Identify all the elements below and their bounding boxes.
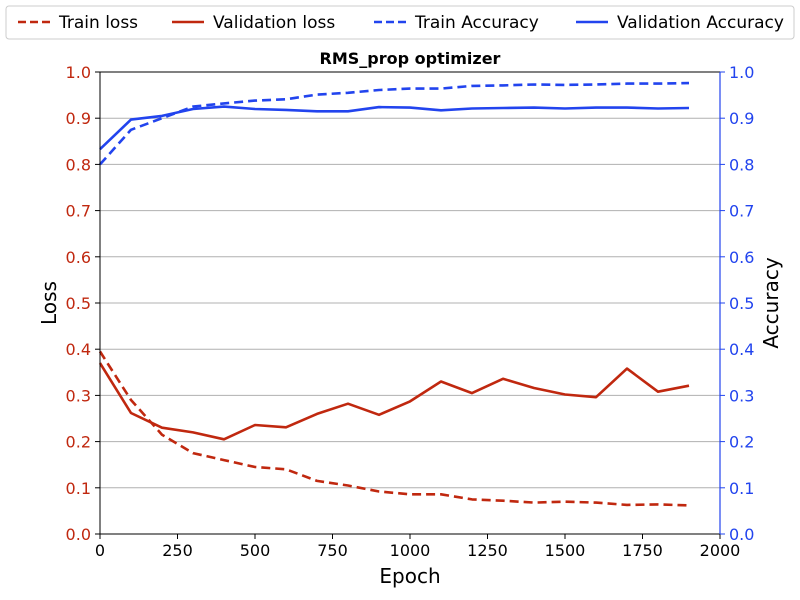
right-tick-label: 0.0	[729, 525, 754, 544]
right-axis-ticks: 0.0 0.1 0.2 0.3 0.4 0.5 0.6 0.7 0.8 0.9 1.0	[720, 63, 754, 544]
left-tick-label: 0.2	[66, 433, 91, 452]
x-tick-label: 1500	[545, 541, 586, 560]
right-tick-label: 0.1	[729, 479, 754, 498]
left-tick-label: 0.8	[66, 155, 91, 174]
x-tick-label: 1000	[390, 541, 431, 560]
left-tick-label: 1.0	[66, 63, 91, 82]
right-tick-label: 0.9	[729, 109, 754, 128]
left-tick-label: 0.0	[66, 525, 91, 544]
x-tick-label: 500	[240, 541, 271, 560]
right-tick-label: 0.3	[729, 386, 754, 405]
left-tick-label: 0.6	[66, 248, 91, 267]
legend: Train loss Validation loss Train Accuracy V…	[5, 5, 795, 40]
x-tick-label: 1250	[467, 541, 508, 560]
grid-lines	[100, 71, 720, 535]
train-loss-line	[98, 350, 690, 507]
x-tick-label: 250	[162, 541, 193, 560]
left-tick-label: 0.1	[66, 479, 91, 498]
left-tick-label: 0.7	[66, 202, 91, 221]
x-axis-ticks: 0 250 500 750 1000 1250 1500 1750 2000	[95, 534, 740, 560]
right-tick-label: 1.0	[729, 63, 754, 82]
x-tick-label: 0	[95, 541, 105, 560]
series-lines	[98, 81, 690, 507]
left-axis-ticks: 0.0 0.1 0.2 0.3 0.4 0.5 0.6 0.7 0.8 0.9 1.0	[66, 63, 100, 544]
validation-loss-line	[98, 362, 690, 441]
left-tick-label: 0.3	[66, 386, 91, 405]
x-tick-label: 1750	[622, 541, 663, 560]
right-tick-label: 0.7	[729, 202, 754, 221]
right-axis-label: Accuracy	[759, 257, 783, 348]
chart-title: RMS_prop optimizer	[320, 49, 501, 68]
right-tick-label: 0.5	[729, 294, 754, 313]
left-tick-label: 0.9	[66, 109, 91, 128]
x-tick-label: 750	[317, 541, 348, 560]
right-tick-label: 0.6	[729, 248, 754, 267]
legend-label-validation-accuracy: Validation Accuracy	[617, 13, 784, 33]
legend-label-validation-loss: Validation loss	[213, 13, 335, 33]
right-tick-label: 0.2	[729, 433, 754, 452]
left-tick-label: 0.4	[66, 340, 91, 359]
train-accuracy-line	[99, 81, 690, 166]
legend-label-train-accuracy: Train Accuracy	[414, 13, 539, 33]
x-axis-label: Epoch	[379, 564, 440, 588]
x-tick-label: 2000	[700, 541, 741, 560]
left-tick-label: 0.5	[66, 294, 91, 313]
left-axis-label: Loss	[37, 281, 61, 325]
right-tick-label: 0.4	[729, 340, 754, 359]
legend-label-train-loss: Train loss	[58, 13, 138, 33]
right-tick-label: 0.8	[729, 155, 754, 174]
validation-accuracy-line	[99, 105, 690, 151]
